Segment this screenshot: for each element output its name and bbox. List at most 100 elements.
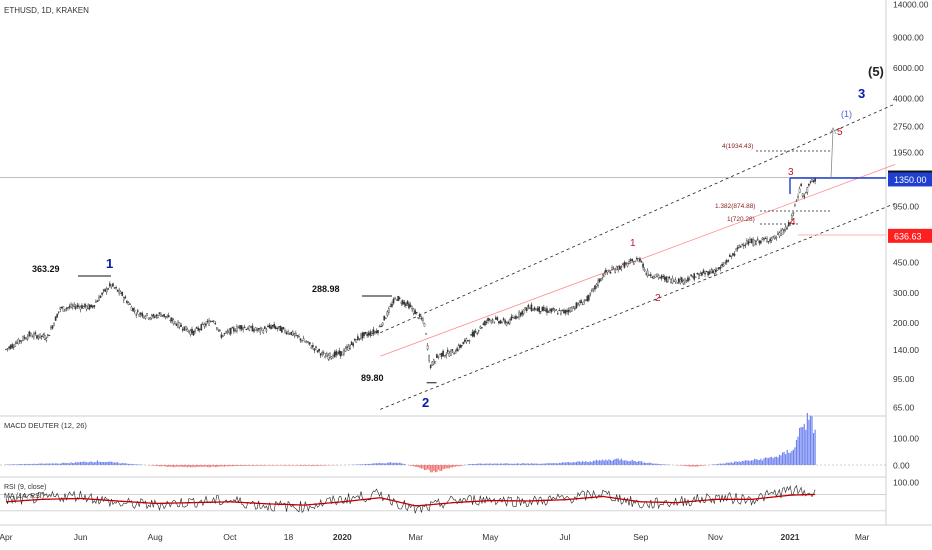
macd-bar: [628, 461, 630, 465]
candle-body: [772, 236, 775, 238]
candle-body: [364, 332, 367, 334]
macd-bar: [662, 464, 664, 465]
candle-body: [140, 312, 142, 315]
candle-body: [797, 195, 799, 198]
macd-bar: [768, 458, 770, 465]
candle-body: [26, 336, 29, 340]
wave-label-red-3: 3: [788, 167, 794, 178]
candle-body: [391, 303, 393, 307]
candle-body: [79, 306, 82, 310]
macd-bar: [87, 462, 89, 465]
price-tick-4: 2750.00: [893, 122, 924, 132]
macd-bar: [17, 464, 19, 465]
macd-bar: [445, 465, 447, 469]
candle-body: [389, 305, 392, 307]
candle-body: [146, 313, 148, 316]
candle-body: [191, 328, 193, 334]
macd-bar: [613, 459, 615, 465]
macd-bar: [377, 463, 379, 465]
candle-body: [22, 336, 24, 341]
time-tick-12: Mar: [855, 532, 870, 542]
macd-bar: [264, 465, 266, 466]
time-tick-5: 2020: [333, 532, 352, 542]
candle-body: [809, 181, 812, 183]
candle-body: [90, 304, 93, 308]
macd-bar: [687, 465, 689, 467]
candle-body: [800, 183, 802, 187]
macd-bar: [155, 465, 157, 466]
candle-body: [743, 245, 745, 247]
macd-bar: [504, 463, 506, 465]
candle-body: [450, 351, 452, 356]
candle-body: [287, 331, 289, 334]
macd-bar: [199, 465, 201, 467]
candle-body: [330, 356, 333, 359]
candle-body: [791, 215, 793, 220]
candle-body: [460, 344, 463, 347]
candle-body: [157, 315, 159, 319]
macd-bar: [532, 463, 534, 465]
candle-body: [285, 332, 288, 334]
macd-bar: [777, 457, 779, 465]
macd-bar: [698, 465, 700, 467]
macd-bar: [323, 465, 325, 466]
candle-body: [327, 355, 330, 360]
macd-bar: [603, 460, 605, 465]
macd-bar: [402, 463, 404, 465]
candle-body: [507, 321, 510, 324]
macd-bar: [594, 460, 596, 465]
candle-body: [712, 270, 714, 274]
macd-bar: [490, 463, 492, 465]
price-tick-8: 950.00: [893, 201, 919, 211]
macd-bar: [152, 465, 154, 466]
candle-body: [660, 275, 663, 279]
candle-body: [530, 304, 533, 311]
macd-bar: [47, 463, 49, 465]
macd-bar: [382, 463, 384, 465]
candle-body: [538, 306, 540, 312]
macd-bar: [747, 460, 750, 465]
macd-bar: [312, 465, 314, 466]
candle-body: [504, 320, 506, 324]
macd-bar: [732, 462, 734, 465]
macd-bar: [20, 464, 23, 465]
candle-body: [586, 295, 589, 302]
candle-body: [783, 229, 785, 231]
macd-bar: [285, 465, 288, 466]
macd-bar: [287, 465, 289, 466]
time-tick-9: Sep: [633, 532, 648, 542]
candle-body: [495, 317, 497, 320]
macd-bar: [761, 460, 763, 465]
candle-body: [180, 324, 182, 327]
candle-body: [763, 238, 765, 240]
candle-body: [101, 292, 103, 295]
candle-body: [572, 306, 575, 308]
candle-body: [654, 274, 657, 278]
candle-body: [6, 348, 9, 350]
macd-bar: [809, 415, 812, 465]
candle-body: [267, 326, 269, 328]
rsi-pane: 100.00: [0, 478, 919, 514]
candle-body: [721, 264, 723, 267]
macd-bar: [11, 464, 13, 465]
macd-bar: [51, 463, 54, 465]
candle-body: [240, 325, 243, 330]
candle-body: [353, 338, 356, 341]
candle-body: [578, 302, 581, 305]
candle-body: [794, 203, 796, 206]
candle-body: [152, 314, 155, 317]
macd-bar: [303, 465, 305, 466]
candle-body: [605, 269, 607, 273]
macd-bar: [616, 458, 618, 465]
macd-bar: [499, 463, 502, 465]
candle-body: [702, 270, 705, 273]
candle-body: [127, 302, 130, 305]
macd-bar: [735, 461, 737, 465]
macd-bar: [623, 460, 626, 465]
macd-bar: [535, 463, 537, 465]
candle-body: [105, 288, 108, 293]
candle-body: [524, 307, 527, 310]
candle-body: [274, 326, 277, 330]
macd-bar: [165, 465, 167, 467]
candle-body: [543, 307, 545, 311]
